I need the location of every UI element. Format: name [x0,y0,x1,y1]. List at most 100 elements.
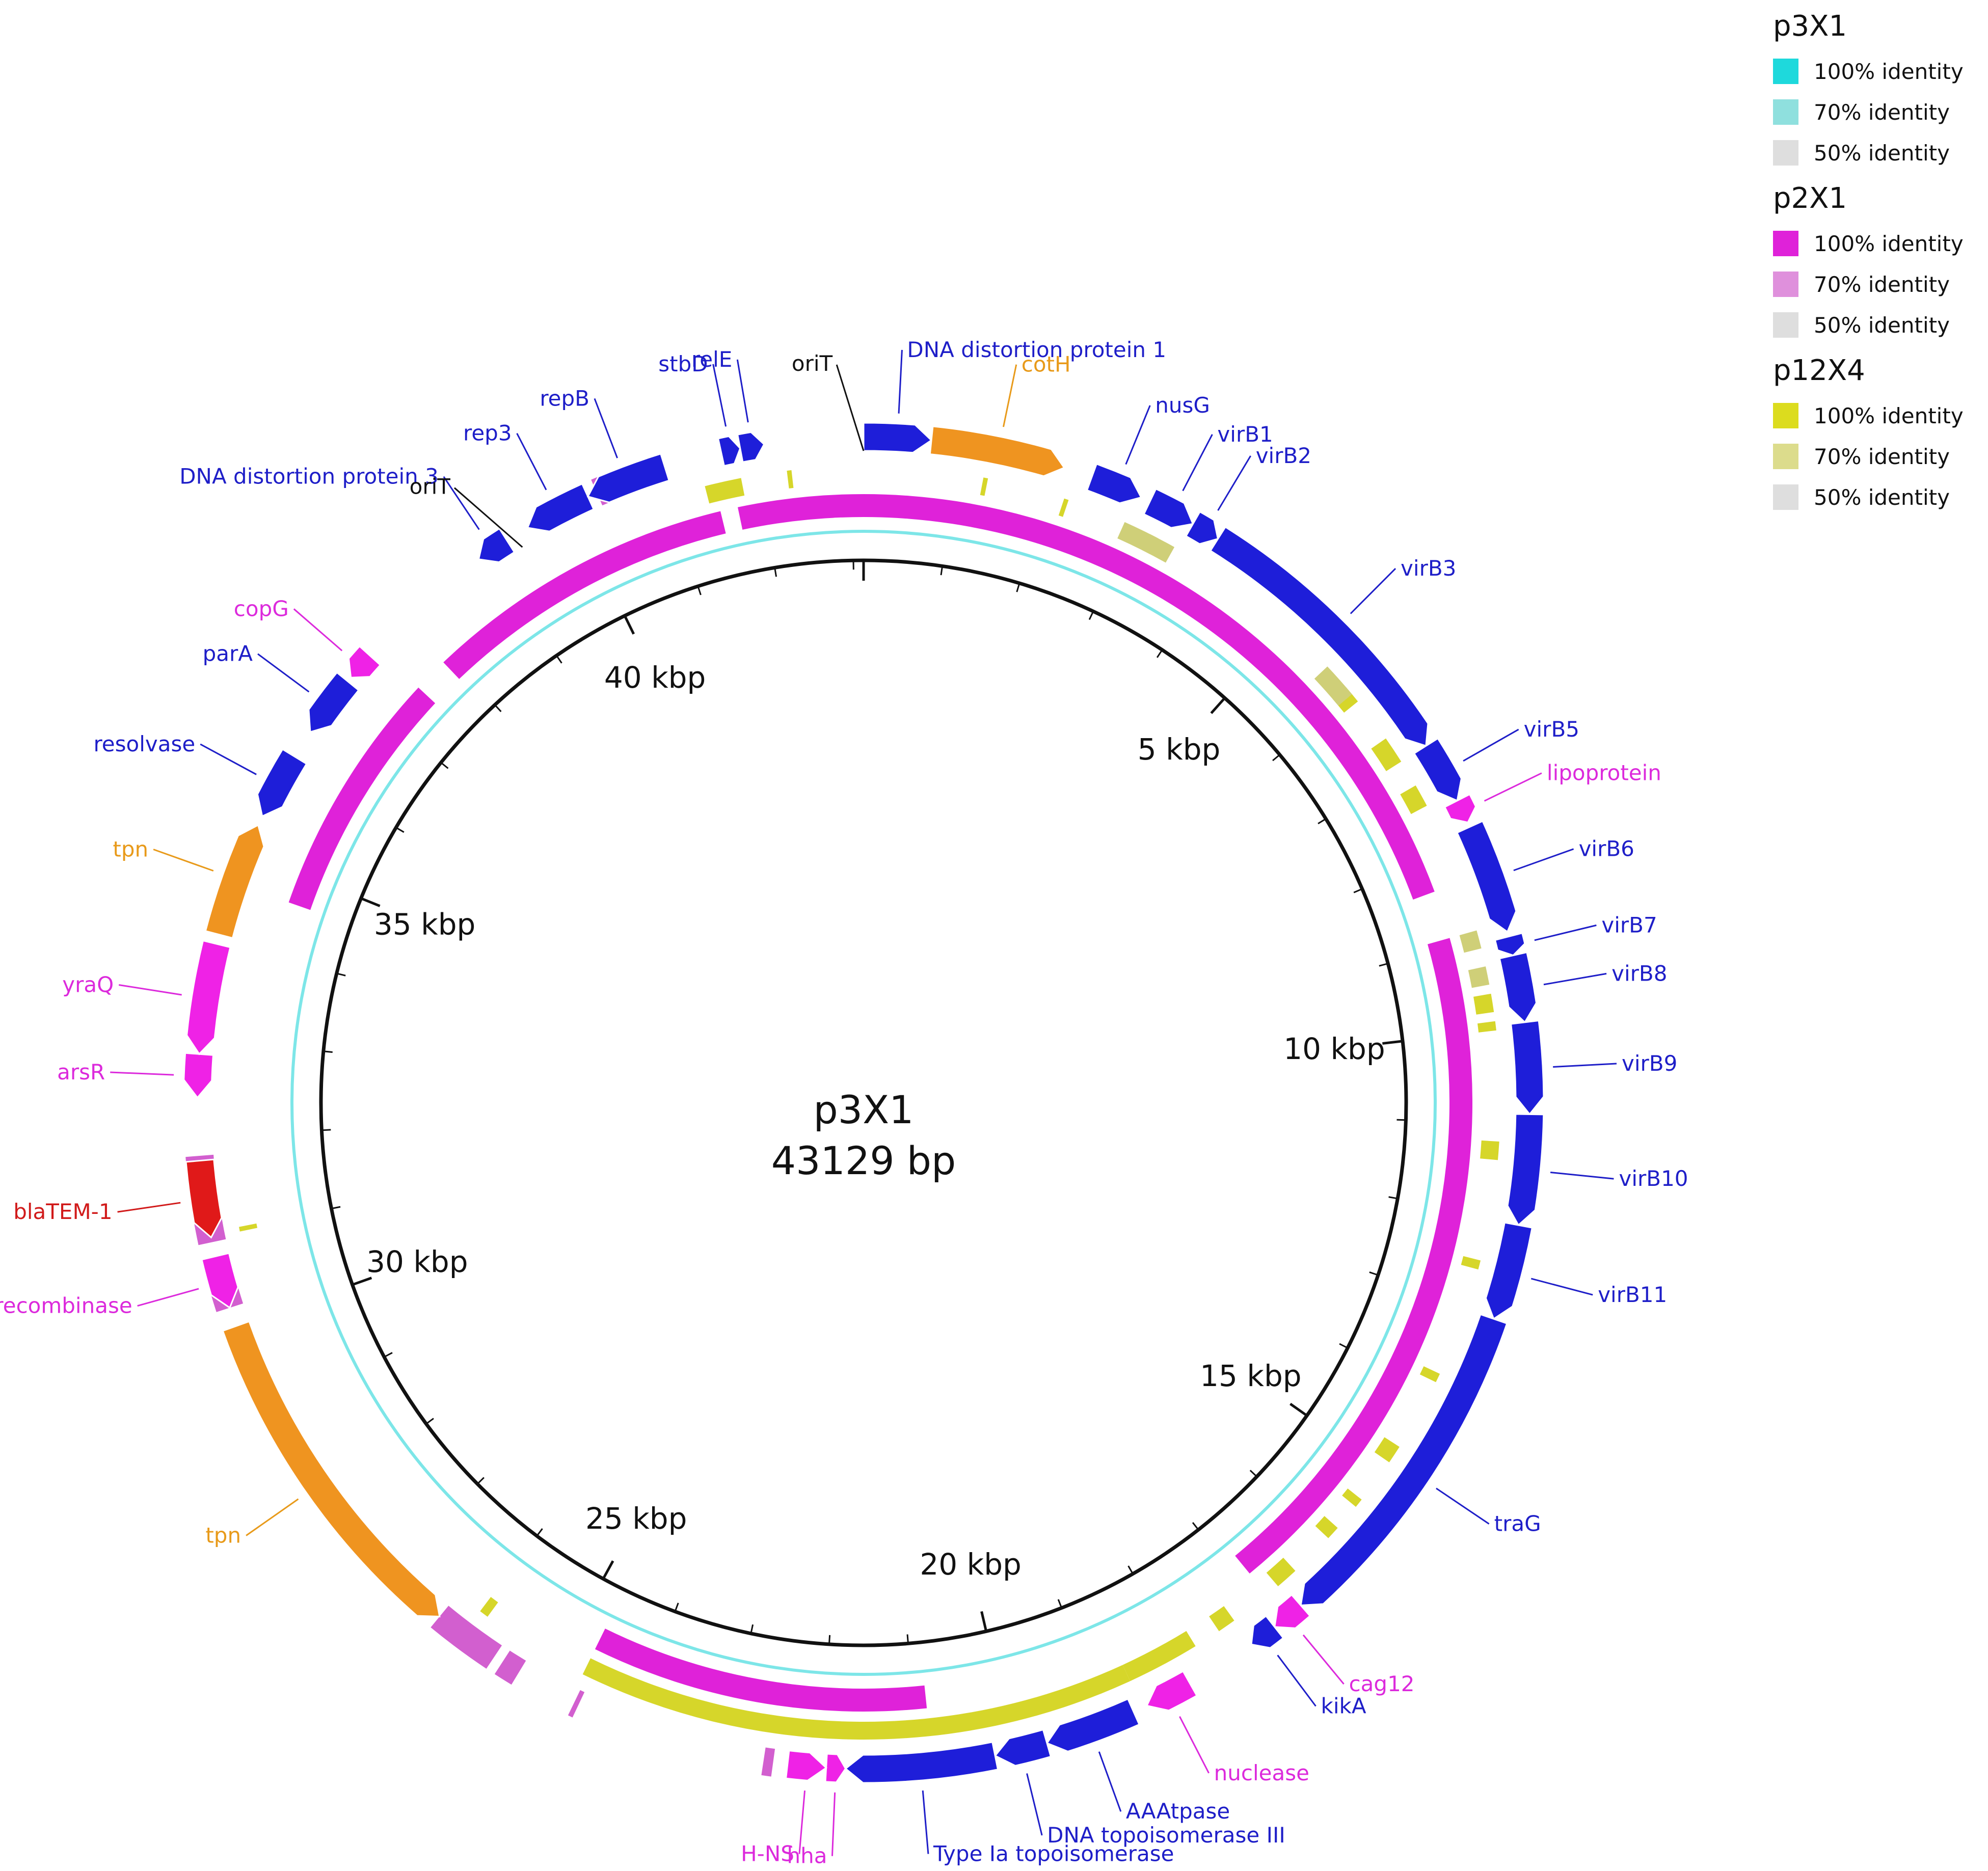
gene-arrow-blatem-1 [185,1158,223,1239]
gene-arrow-tpn [204,824,265,939]
major-tick [352,1277,372,1286]
minor-tick [1057,1599,1063,1609]
gene-label: rep3 [463,421,512,446]
gene-label-leader [1179,1716,1210,1774]
gene-label-leader [200,743,257,775]
major-tick [1210,697,1226,714]
gene-label-leader [1302,1634,1345,1685]
minor-tick [1369,1271,1379,1276]
major-tick [360,897,381,907]
legend-row: 50% identity [1773,139,1987,167]
legend-label: 70% identity [1814,99,1950,125]
gene-label: tpn [205,1523,241,1548]
gene-label-leader [1125,405,1151,465]
minor-tick [477,1477,485,1485]
gene-arrow-para [308,671,360,733]
minor-tick [1272,754,1280,762]
p2X1-identity-segment [595,1629,927,1712]
minor-tick [940,566,944,576]
kbp-tick-label: 35 kbp [374,907,475,941]
gene-label: relE [691,347,732,372]
feature-label-orit: oriT [410,474,451,499]
gene-label-leader [1436,1487,1490,1525]
gene-arrow-hha [824,1753,847,1783]
gene-arrow-type-ia-topoisomerase [844,1741,999,1784]
kbp-tick-label: 20 kbp [920,1547,1021,1582]
legend-row: 70% identity [1773,442,1987,471]
legend-swatch [1773,403,1798,428]
gene-label: tpn [113,836,148,861]
gene-label: virB7 [1601,912,1657,937]
gene-label: resolvase [93,731,195,756]
legend-label: 70% identity [1814,272,1950,297]
gene-label: virB8 [1611,961,1667,986]
gene-label-leader [110,1071,174,1076]
kbp-tick-label: 25 kbp [585,1501,687,1536]
legend-label: 50% identity [1814,140,1950,166]
gene-label: virB3 [1401,556,1456,581]
gene-label: yraQ [62,972,114,997]
gene-label: AAAtpase [1126,1799,1230,1824]
gene-label: arsR [57,1060,105,1084]
gene-arrow-virb6 [1456,820,1517,933]
p12X4_pale-identity-segment [1468,966,1490,988]
p3X1-ring-highlight [290,530,1437,1676]
legend-group: p2X1 100% identity 70% identity 50% identit… [1773,182,1987,339]
gene-arrow-stbd [717,435,741,467]
legend-row: 100% identity [1773,401,1987,430]
p2X1_small-identity-segment [761,1747,775,1777]
gene-arrow-virb10 [1507,1113,1545,1227]
plasmid-length: 43129 bp [771,1138,956,1183]
p12X4_pale-identity-segment [1459,930,1482,953]
gene-arrow-nuclease [1145,1670,1198,1712]
gene-label: cotH [1022,352,1071,377]
gene-label-leader [1098,1751,1122,1812]
gene-label: Type Ia topoisomerase [933,1841,1174,1866]
gene-label-leader [1026,1773,1043,1836]
legend-group: p12X4 100% identity 70% identity 50% identi… [1773,355,1987,511]
gene-arrow-virb2 [1185,510,1219,545]
gene-label: hha [787,1843,827,1868]
gene-arrow-h-ns [785,1749,828,1782]
legend-swatch [1773,444,1798,469]
p2X1_small-identity-segment [431,1606,502,1669]
legend-group-title: p2X1 [1773,182,1847,215]
gene-label-leader [1530,1278,1593,1296]
p12X4-identity-segment [1473,993,1494,1015]
plasmid-name: p3X1 [813,1087,914,1132]
minor-tick [1379,963,1388,967]
gene-arrow-coth [929,425,1066,477]
gene-label: DNA distortion protein 1 [907,337,1166,362]
backbone-layer [319,558,1408,1647]
minor-tick [336,972,346,977]
gene-label-leader [1350,567,1396,614]
gene-label: kikA [1321,1693,1366,1718]
legend-label: 100% identity [1814,231,1964,256]
minor-tick [1318,818,1327,825]
major-tick [980,1611,988,1632]
gene-arrow-kika [1250,1615,1284,1649]
gene-arrow-dna-distortion-protein-1 [863,422,933,454]
minor-tick [331,1206,341,1210]
gene-label: lipoprotein [1547,761,1661,785]
gene-label-leader [257,653,310,693]
p12X4-identity-segment [1374,1437,1400,1462]
gene-arrows-layer [183,422,1545,1784]
legend-swatch [1773,272,1798,297]
legend-row: 50% identity [1773,311,1987,339]
p12X4-identity-segment [1266,1558,1296,1587]
gene-label-leader [137,1288,199,1307]
p12X4-identity-segment [1480,1140,1499,1160]
legend-label: 50% identity [1814,312,1950,338]
p12X4-identity-segment [582,1658,1131,1740]
gene-label: repB [540,386,589,411]
minor-tick [750,1624,754,1634]
gene-arrow-lipoprotein [1443,793,1477,824]
minor-tick [1353,888,1363,893]
minor-tick [674,1603,679,1612]
gene-arrow-copg [347,645,382,679]
p12X4-identity-segment [1342,1488,1362,1507]
gene-label: blaTEM-1 [13,1199,112,1224]
gene-arrow-nusg [1086,463,1142,504]
